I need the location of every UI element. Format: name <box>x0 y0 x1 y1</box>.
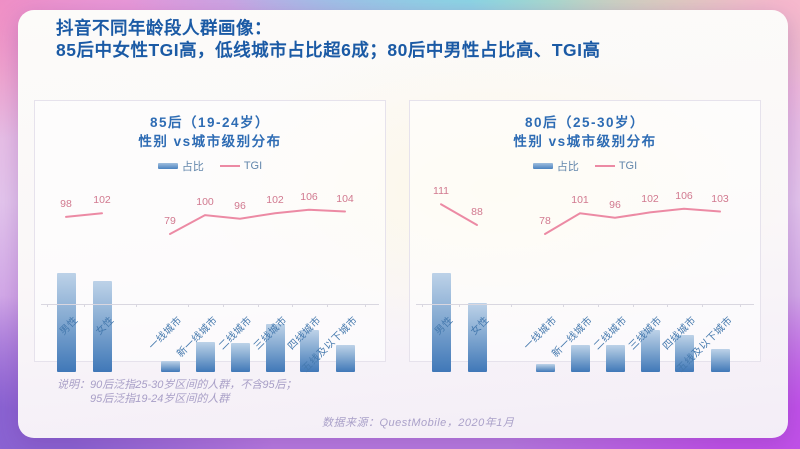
page-title-line-2: 85后中女性TGI高，低线城市占比超6成；80后中男性占比高、TGI高 <box>56 40 601 60</box>
axis-tick <box>702 304 703 307</box>
tgi-value-label: 101 <box>571 194 589 207</box>
line-legend-label: TGI <box>618 160 638 172</box>
footnote-text-1: 90后泛指25-30岁区间的人群，不含95后； <box>90 379 297 391</box>
tgi-line <box>65 208 346 235</box>
tgi-value-label: 88 <box>471 206 483 218</box>
axis-tick <box>222 304 224 307</box>
chart-85hou: 98 102 79 100 96 102 106 104 男性 女性 一线城市 新一线城市 二线城市 三线… <box>35 182 385 375</box>
bar-二线城市 <box>605 345 625 372</box>
x-label-女性: 女性 <box>468 314 492 338</box>
tgi-value-label: 104 <box>336 192 354 205</box>
axis-tick <box>511 304 512 307</box>
bar-二线城市 <box>230 343 250 372</box>
x-axis <box>416 304 754 305</box>
axis-tick <box>327 304 328 307</box>
axis-tick <box>667 304 668 307</box>
axis-tick <box>136 304 137 307</box>
page-title: 抖音不同年龄段人群画像： 85后中女性TGI高，低线城市占比超6成；80后中男性… <box>56 17 601 61</box>
bar-女性 <box>467 303 487 372</box>
chart-panel-80hou: 80后（25-30岁） 性别 vs城市级别分布 占比 TGI 111 88 78 10… <box>409 100 761 375</box>
bar-legend-label: 占比 <box>181 161 204 173</box>
panel-title-80hou-line-2: 性别 vs城市级别分布 <box>513 134 657 149</box>
panel-title-85hou-line-1: 85后（19-24岁） <box>149 115 271 130</box>
axis-tick <box>365 304 366 307</box>
x-axis <box>41 304 379 305</box>
bar-新一线城市 <box>195 342 215 372</box>
page-title-line-1: 抖音不同年龄段人群画像： <box>56 18 272 38</box>
tgi-value-label: 103 <box>711 192 729 205</box>
bar-legend-label: 占比 <box>556 161 579 173</box>
tgi-value-label: 106 <box>300 190 318 203</box>
bar-三线城市 <box>640 330 660 372</box>
footnote-line-2: 95后泛指19-24岁区间的人群 <box>90 393 230 405</box>
line-legend-label: TGI <box>243 160 263 172</box>
axis-tick <box>422 304 423 307</box>
x-label-三线城市: 三线城市 <box>627 314 665 353</box>
axis-tick <box>562 304 564 307</box>
tgi-value-label: 102 <box>266 194 284 207</box>
legend-80hou: 占比 TGI <box>410 158 760 174</box>
bar-女性 <box>92 281 112 372</box>
line-legend-swatch-icon <box>219 165 240 167</box>
tgi-value-label: 102 <box>641 193 659 206</box>
tgi-value-label: 106 <box>675 189 693 202</box>
tgi-value-label: 111 <box>433 185 449 198</box>
bar-一线城市 <box>160 361 180 372</box>
axis-tick <box>632 304 634 307</box>
report-card: 抖音不同年龄段人群画像： 85后中女性TGI高，低线城市占比超6成；80后中男性… <box>18 10 788 438</box>
chart-80hou: 111 88 78 101 96 102 106 103 男性 女性 一线城市 新一线城市 二线城市 三线… <box>410 182 760 375</box>
bar-五线及以下城市 <box>710 349 730 372</box>
tgi-value-label: 102 <box>93 194 111 207</box>
axis-tick <box>292 304 293 307</box>
axis-tick <box>257 304 259 307</box>
tgi-value-label: 98 <box>60 197 72 210</box>
bar-legend-swatch-icon <box>157 163 178 169</box>
tgi-value-label: 100 <box>196 196 214 209</box>
axis-tick <box>187 304 189 307</box>
x-label-二线城市: 二线城市 <box>217 314 255 353</box>
x-label-三线城市: 三线城市 <box>252 314 290 353</box>
line-legend-swatch-icon <box>594 165 615 167</box>
axis-tick <box>597 304 599 307</box>
tgi-value-label: 79 <box>164 215 176 227</box>
bar-四线城市 <box>674 335 694 372</box>
bar-男性 <box>431 273 451 372</box>
chart-panel-85hou: 85后（19-24岁） 性别 vs城市级别分布 占比 TGI 98 102 79 10… <box>34 100 386 375</box>
x-label-男性: 男性 <box>57 314 81 338</box>
axis-tick <box>84 304 85 307</box>
footnote-line-1: 说明：90后泛指25-30岁区间的人群，不含95后； <box>57 378 297 392</box>
bar-五线及以下城市 <box>335 345 355 372</box>
x-axis-labels: 男性 女性 一线城市 新一线城市 二线城市 三线城市 四线城市 五线及以下城市 <box>35 305 385 375</box>
bar-新一线城市 <box>570 345 590 372</box>
x-label-男性: 男性 <box>432 314 456 338</box>
footnote-label: 说明： <box>57 379 90 391</box>
legend-85hou: 占比 TGI <box>35 158 385 174</box>
data-source: 数据来源：QuestMobile，2020年1月 <box>322 417 515 429</box>
chart-panels: 85后（19-24岁） 性别 vs城市级别分布 占比 TGI 98 102 79 10… <box>34 100 761 375</box>
panel-title-85hou: 85后（19-24岁） 性别 vs城市级别分布 <box>35 113 385 151</box>
x-label-二线城市: 二线城市 <box>592 314 630 353</box>
panel-title-80hou-line-1: 80后（25-30岁） <box>524 115 646 130</box>
x-axis-labels: 男性 女性 一线城市 新一线城市 二线城市 三线城市 四线城市 五线及以下城市 <box>410 305 760 375</box>
bar-三线城市 <box>265 324 285 372</box>
bar-男性 <box>56 273 76 372</box>
tgi-value-label: 96 <box>609 198 621 211</box>
footnote: 说明：90后泛指25-30岁区间的人群，不含95后； 95后泛指19-24岁区间… <box>57 378 297 406</box>
axis-tick <box>47 304 48 307</box>
panel-title-85hou-line-2: 性别 vs城市级别分布 <box>138 134 282 149</box>
bar-四线城市 <box>299 330 319 372</box>
tgi-value-label: 78 <box>539 215 551 227</box>
axis-tick <box>740 304 741 307</box>
panel-title-80hou: 80后（25-30岁） 性别 vs城市级别分布 <box>410 113 760 151</box>
bar-legend-swatch-icon <box>532 163 553 169</box>
tgi-line <box>440 203 721 235</box>
axis-tick <box>459 304 460 307</box>
tgi-value-label: 96 <box>234 199 246 212</box>
x-label-女性: 女性 <box>93 314 117 338</box>
bar-一线城市 <box>535 364 555 372</box>
